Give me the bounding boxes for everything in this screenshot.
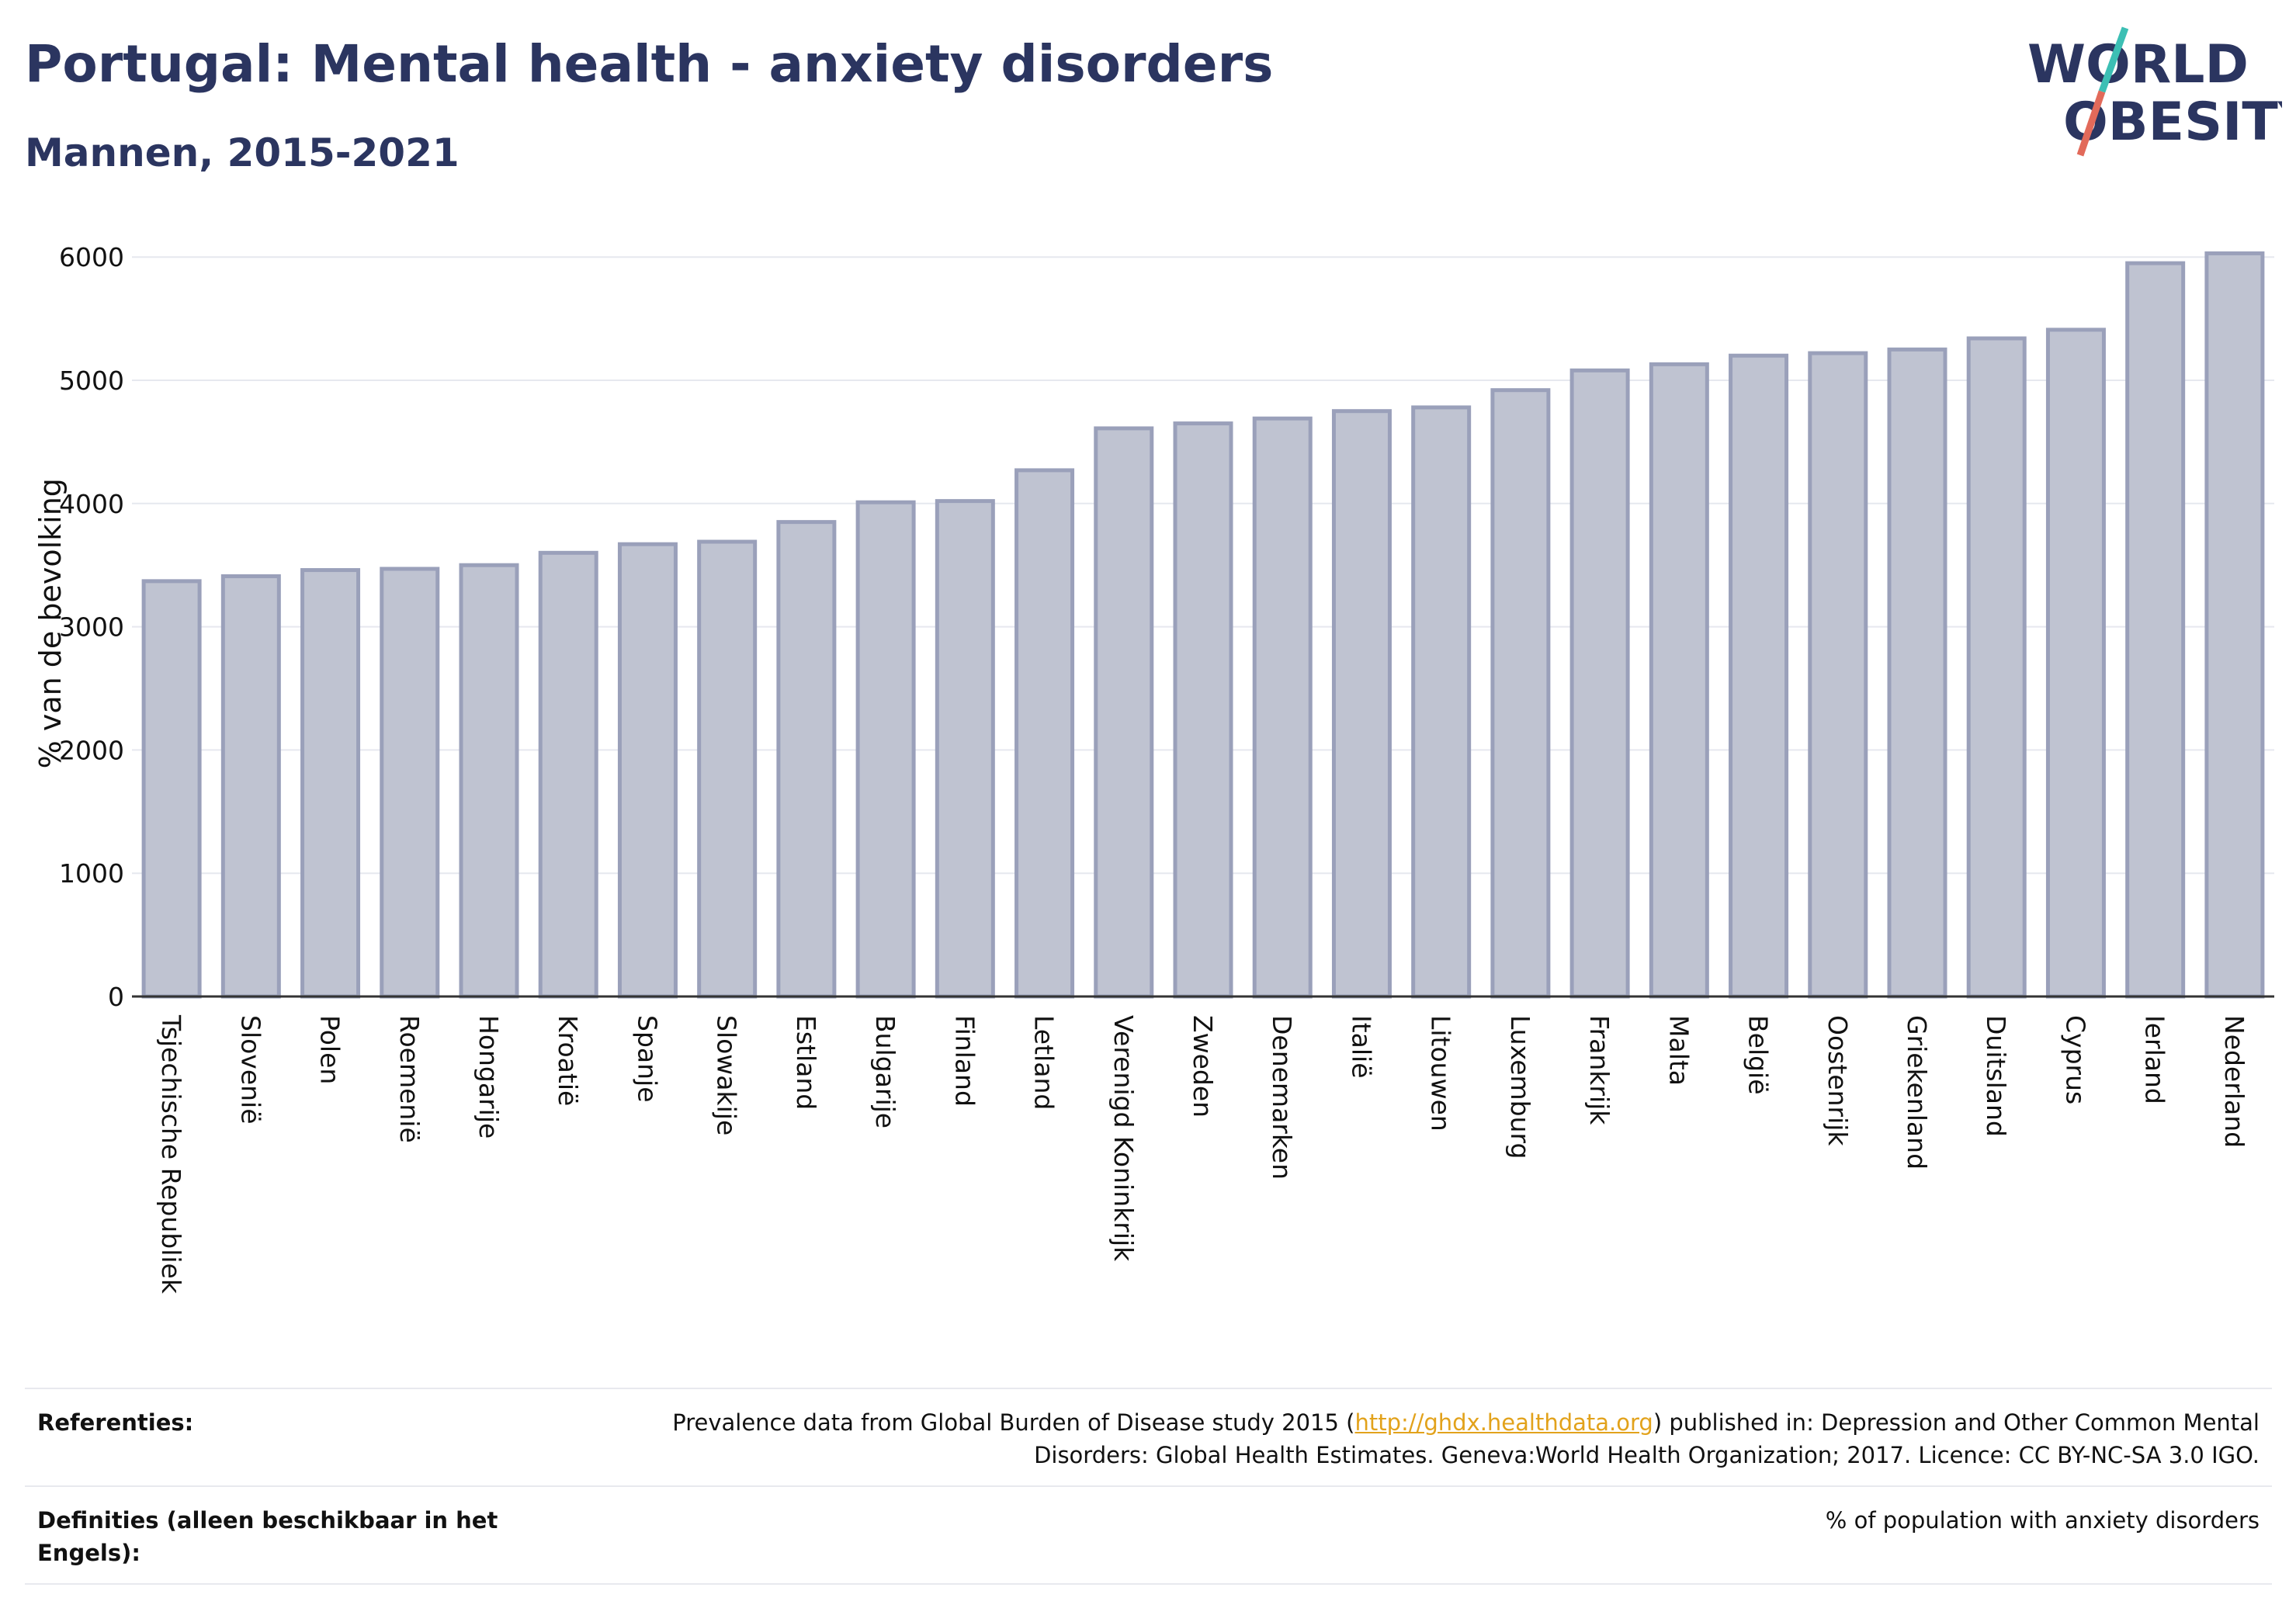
x-tick-label: Cyprus bbox=[2060, 1015, 2090, 1104]
page-title: Portugal: Mental health - anxiety disord… bbox=[25, 34, 1274, 94]
logo-slash-coral bbox=[2076, 90, 2106, 157]
x-tick-label: Hongarije bbox=[473, 1015, 504, 1139]
x-tick-label: België bbox=[1743, 1015, 1774, 1095]
x-tick-label: Litouwen bbox=[1426, 1015, 1456, 1132]
bar bbox=[1411, 405, 1472, 999]
y-axis-label: % van de bevolking bbox=[33, 478, 68, 768]
bar bbox=[300, 568, 361, 999]
world-obesity-logo: WORLD OBESITY bbox=[2027, 26, 2282, 157]
bar bbox=[935, 499, 995, 999]
y-tick-label: 1000 bbox=[59, 858, 124, 889]
x-tick-label: Malta bbox=[1663, 1015, 1694, 1086]
y-tick-label: 4000 bbox=[59, 489, 124, 519]
bar bbox=[1490, 388, 1551, 999]
references-row: Referenties: Prevalence data from Global… bbox=[25, 1388, 2272, 1485]
bar bbox=[2125, 261, 2186, 999]
bar bbox=[538, 550, 598, 999]
page-subtitle: Mannen, 2015-2021 bbox=[25, 130, 460, 175]
bar bbox=[141, 579, 202, 999]
x-tick-label: Spanje bbox=[632, 1015, 662, 1103]
x-axis-ticks: Tsjechische Republiek Slovenië Polen Roemen… bbox=[156, 1014, 2249, 1294]
x-tick-label: Oostenrijk bbox=[1823, 1015, 1853, 1146]
bar bbox=[1887, 347, 1947, 999]
bars bbox=[141, 251, 2265, 999]
logo-line-1: WORLD bbox=[2027, 34, 2249, 95]
bar bbox=[1649, 362, 1709, 999]
x-tick-label: Roemenië bbox=[394, 1015, 425, 1143]
references-link[interactable]: http://ghdx.healthdata.org bbox=[1354, 1409, 1653, 1436]
references-text: Prevalence data from Global Burden of Di… bbox=[552, 1406, 2260, 1471]
x-tick-label: Duitsland bbox=[1981, 1015, 2011, 1137]
bar bbox=[1094, 426, 1154, 999]
bar bbox=[1331, 409, 1392, 999]
x-tick-label: Slovenië bbox=[235, 1015, 265, 1125]
definitions-row: Definities (alleen beschikbaar in het En… bbox=[25, 1485, 2272, 1585]
bar bbox=[1966, 336, 2027, 999]
x-tick-label: Nederland bbox=[2219, 1015, 2249, 1148]
x-tick-label: Finland bbox=[949, 1015, 980, 1107]
x-tick-label: Letland bbox=[1029, 1015, 1060, 1110]
x-tick-label: Denemarken bbox=[1267, 1015, 1297, 1180]
references-text-after: ) published in: Depression and Other Com… bbox=[1034, 1409, 2260, 1468]
x-tick-label: Griekenland bbox=[1902, 1015, 1932, 1170]
bar bbox=[1014, 468, 1075, 999]
bar bbox=[459, 563, 519, 999]
references-text-before: Prevalence data from Global Burden of Di… bbox=[672, 1409, 1355, 1436]
definitions-label: Definities (alleen beschikbaar in het En… bbox=[37, 1507, 498, 1566]
x-tick-label: Luxemburg bbox=[1505, 1015, 1535, 1159]
y-tick-label: 2000 bbox=[59, 735, 124, 765]
x-tick-label: Estland bbox=[791, 1015, 821, 1110]
x-tick-label: Tsjechische Republiek bbox=[156, 1014, 186, 1294]
y-tick-label: 5000 bbox=[59, 366, 124, 396]
logo-slash-teal bbox=[2098, 26, 2129, 93]
x-tick-label: Zweden bbox=[1188, 1015, 1218, 1118]
bar bbox=[776, 520, 837, 999]
y-tick-label: 0 bbox=[108, 982, 124, 1012]
bar bbox=[2045, 328, 2106, 999]
x-tick-label: Bulgarije bbox=[870, 1015, 900, 1128]
bar bbox=[220, 574, 281, 999]
bar-chart: 0 1000 2000 3000 4000 5000 6000 Tsjechische Re… bbox=[33, 242, 2274, 1294]
x-tick-label: Verenigd Koninkrijk bbox=[1108, 1015, 1139, 1262]
bar bbox=[1808, 351, 1868, 999]
y-tick-label: 6000 bbox=[59, 242, 124, 272]
x-tick-label: Italië bbox=[1346, 1015, 1376, 1079]
y-tick-label: 3000 bbox=[59, 612, 124, 643]
bar bbox=[617, 542, 678, 999]
x-tick-label: Slowakije bbox=[712, 1015, 742, 1135]
references-label: Referenties: bbox=[37, 1409, 194, 1436]
bar bbox=[1569, 368, 1630, 999]
x-tick-label: Polen bbox=[315, 1015, 345, 1084]
x-tick-label: Frankrijk bbox=[1584, 1015, 1614, 1125]
bar bbox=[855, 500, 916, 999]
bar bbox=[380, 567, 440, 999]
x-tick-label: Ierland bbox=[2140, 1015, 2170, 1104]
bar bbox=[2204, 251, 2265, 999]
x-tick-label: Kroatië bbox=[553, 1015, 583, 1106]
bar bbox=[1173, 421, 1233, 999]
bar bbox=[1252, 416, 1313, 999]
bar bbox=[1729, 353, 1789, 999]
footer-table: Referenties: Prevalence data from Global… bbox=[25, 1388, 2272, 1585]
definitions-text: % of population with anxiety disorders bbox=[1825, 1507, 2260, 1534]
y-axis-ticks: 0 1000 2000 3000 4000 5000 6000 bbox=[59, 242, 124, 1012]
bar bbox=[697, 539, 758, 999]
